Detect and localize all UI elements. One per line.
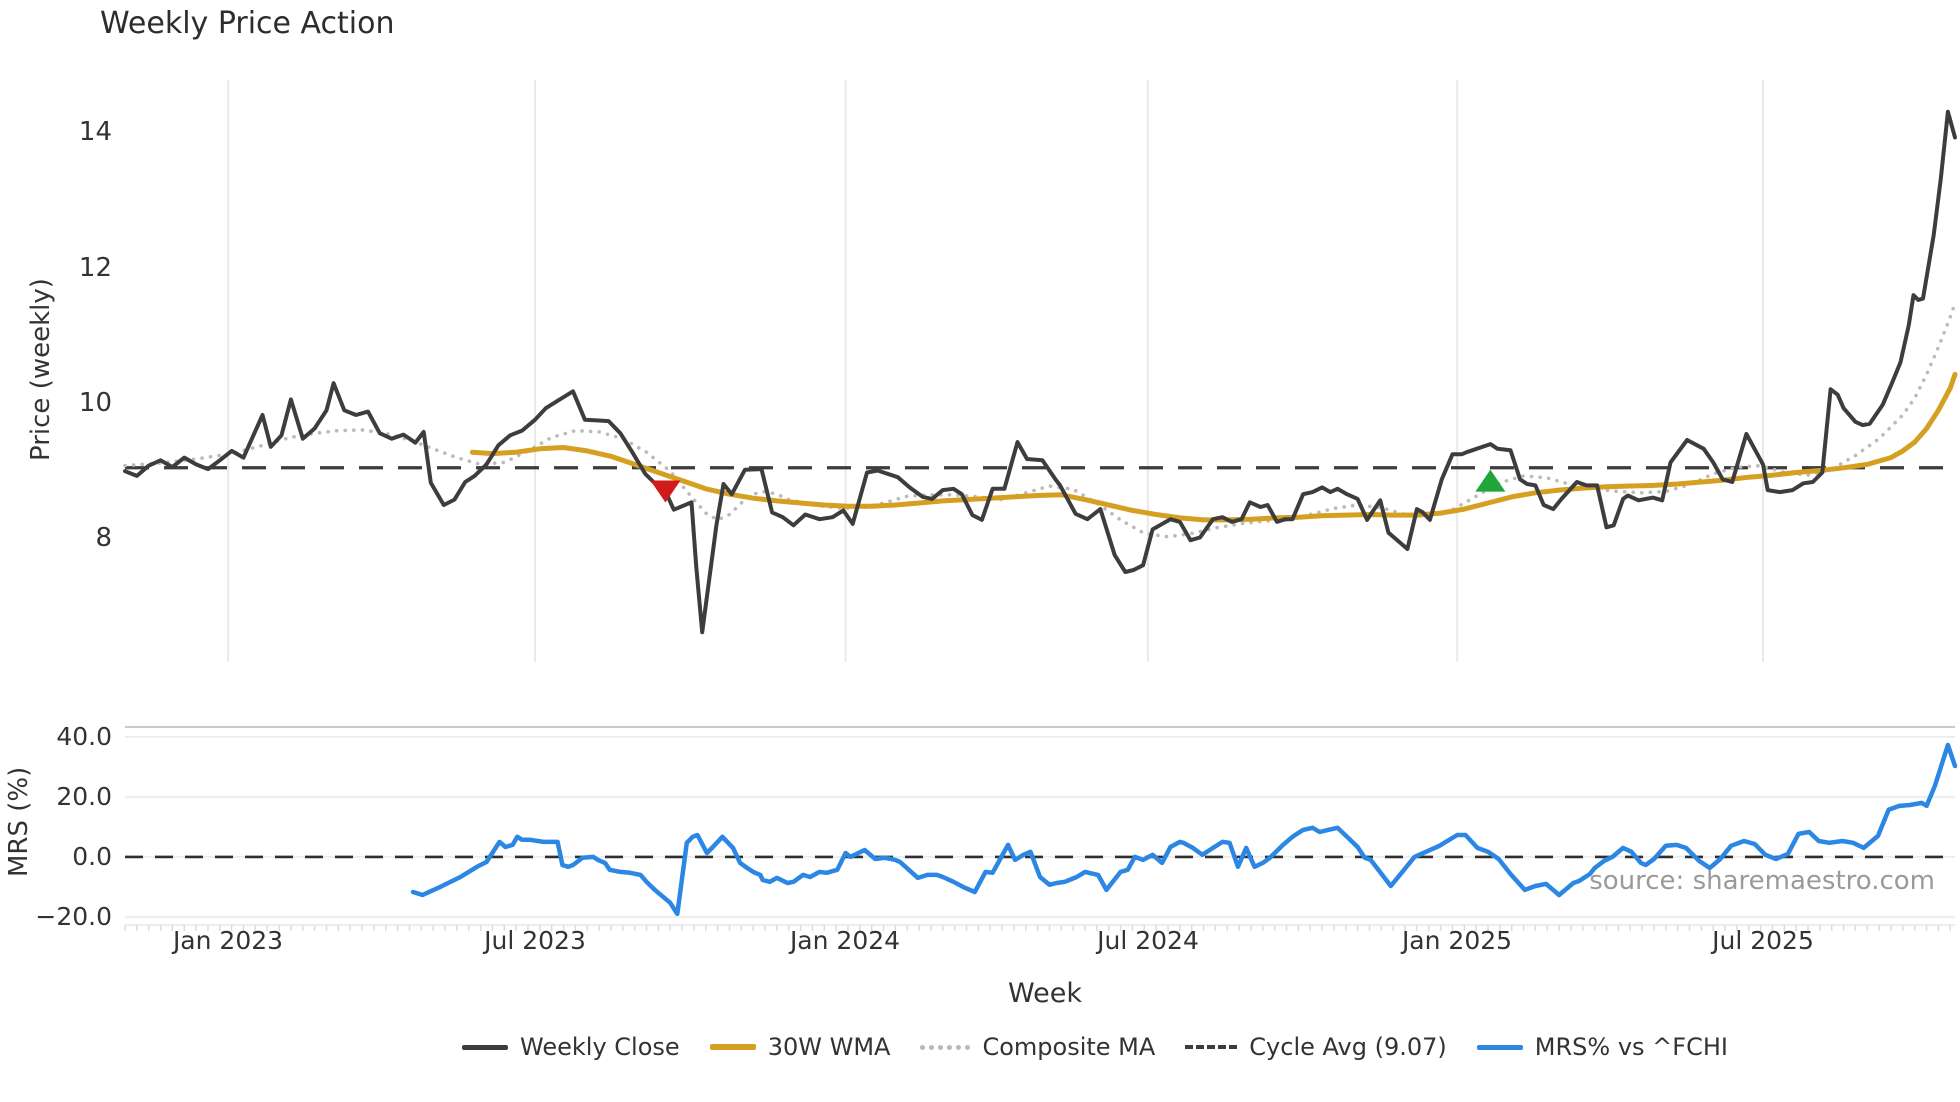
mrs-ytick-20: 20.0 [56,782,112,811]
mrs-ytick-0: 0.0 [72,842,112,871]
buy-signal-marker-icon [1475,469,1506,492]
wma-swatch-icon [709,1044,756,1050]
chart-legend: Weekly Close 30W WMA Composite MA Cycle … [0,1033,1960,1061]
price-panel-gridlines [227,80,1764,662]
legend-item-mrs: MRS% vs ^FCHI [1476,1033,1728,1061]
legend-label: 30W WMA [767,1033,891,1061]
xtick-jul-2024: Jul 2024 [1097,926,1199,955]
sell-signal-marker-icon [650,480,681,503]
page-title: Weekly Price Action [100,6,395,41]
legend-item-cycle-avg: Cycle Avg (9.07) [1185,1033,1447,1061]
mrs-panel-series [125,742,1958,917]
price-ytick-8: 8 [95,523,112,553]
composite-swatch-icon [920,1044,971,1050]
legend-label: Composite MA [982,1033,1156,1061]
xtick-jan-2024: Jan 2024 [789,926,901,955]
mrs-swatch-icon [1476,1044,1523,1050]
legend-item-wma: 30W WMA [709,1033,891,1061]
legend-label: MRS% vs ^FCHI [1534,1033,1728,1061]
xtick-jul-2025: Jul 2025 [1712,926,1814,955]
xtick-jan-2025: Jan 2025 [1401,926,1513,955]
price-ytick-14: 14 [78,117,112,147]
mrs-y-axis-label: MRS (%) [4,766,34,878]
legend-label: Weekly Close [520,1033,680,1061]
weekly-close-swatch-icon [462,1044,509,1050]
legend-item-composite: Composite MA [920,1033,1155,1061]
mrs-ytick-40: 40.0 [56,722,112,751]
x-axis-label: Week [1008,978,1082,1009]
mrs-panel-gridlines [124,726,1955,931]
legend-item-weekly-close: Weekly Close [462,1033,680,1061]
cycle-avg-swatch-icon [1185,1045,1238,1049]
xtick-jul-2023: Jul 2023 [484,926,586,955]
price-ytick-12: 12 [78,253,112,283]
legend-label: Cycle Avg (9.07) [1249,1033,1447,1061]
source-watermark: source: sharemaestro.com [1589,866,1935,896]
price-ytick-10: 10 [78,388,112,418]
xtick-jan-2023: Jan 2023 [172,926,284,955]
price-panel-series [123,109,1958,635]
mrs-ytick-neg20: −20.0 [35,902,112,931]
